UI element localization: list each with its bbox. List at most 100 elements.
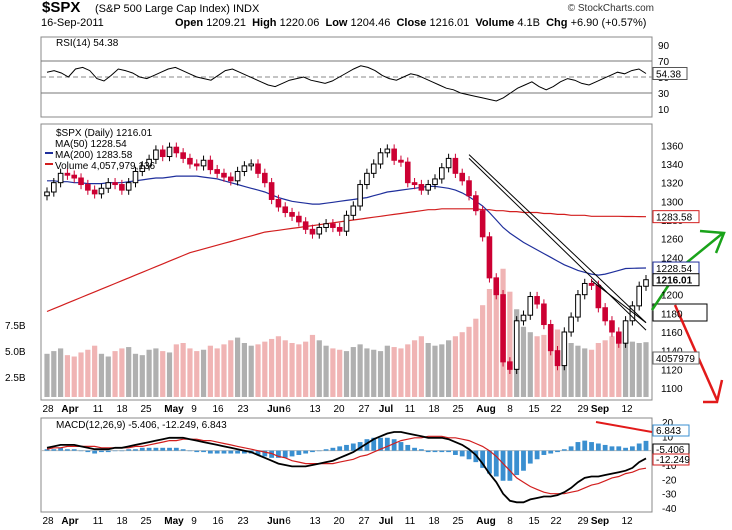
macd-histogram-bar (146, 447, 152, 451)
candle-body (268, 182, 275, 200)
candle-body (411, 182, 418, 186)
candle-body (459, 172, 466, 182)
macd-histogram-bar (282, 450, 288, 458)
price-tick-label: 1360 (661, 141, 684, 152)
index-name: (S&P 500 Large Cap Index) INDX (95, 3, 259, 15)
candle-body (64, 172, 71, 176)
volume-bar (643, 342, 649, 397)
volume-bar (343, 351, 350, 397)
macd-tick-label: -10 (662, 461, 677, 472)
volume-bar (364, 348, 370, 397)
candle-body (71, 174, 78, 179)
rsi-tick-label: 30 (658, 89, 670, 100)
breakout-box (652, 303, 708, 322)
volume-bar (296, 344, 302, 397)
rsi-line (46, 65, 647, 102)
volume-bar (350, 347, 356, 397)
candle-body (282, 206, 289, 214)
volume-bar (384, 345, 390, 397)
macd-histogram-bar (439, 450, 445, 453)
x-tick-label-bottom: Jun (267, 516, 285, 527)
price-legend-entry: Volume 4,057,979,136 (55, 161, 156, 172)
x-tick-label: 13 (309, 404, 321, 415)
rsi-value-label: 54.38 (656, 69, 681, 80)
macd-histogram-bar (228, 450, 234, 454)
macd-histogram-bar (194, 450, 200, 453)
volume-bar (446, 340, 452, 397)
price-tick-label: 1240 (661, 253, 684, 264)
candle-body (479, 210, 486, 238)
volume-bar (248, 345, 254, 397)
value-label-volume: 4057979 (656, 354, 695, 365)
candle-body (173, 146, 180, 154)
value-box-volume (652, 351, 700, 365)
x-tick-label: 8 (507, 404, 513, 415)
x-tick-label: 23 (237, 404, 249, 415)
low-value: 1204.46 (350, 17, 391, 29)
candle-body (193, 163, 200, 167)
macd-histogram-bar (201, 450, 206, 453)
index-full-name: (S&P 500 Large Cap Index) (95, 3, 230, 15)
volume-bar (337, 349, 343, 397)
volume-bar (269, 338, 275, 397)
volume-bar (548, 332, 554, 397)
x-tick-label-bottom: 25 (140, 516, 152, 527)
volume-bar (568, 343, 574, 397)
volume-bar (391, 347, 397, 397)
candle-body (486, 236, 493, 279)
volume-bar (357, 344, 363, 397)
x-tick-label-bottom: Aug (476, 516, 495, 527)
candle-body (432, 178, 438, 186)
low-label: Low (325, 17, 348, 29)
volume-bar (85, 349, 91, 397)
candle-body (473, 195, 479, 212)
candle-body (139, 165, 146, 172)
macd-histogram-bar (323, 449, 329, 451)
candle-body (493, 277, 500, 296)
candle-body (595, 284, 602, 309)
macd-histogram-bar (65, 449, 70, 451)
volume-bar (316, 340, 322, 397)
macd-histogram-bar (310, 450, 315, 453)
x-tick-label: 25 (140, 404, 152, 415)
volume-bar (330, 348, 336, 397)
macd-histogram-bar (595, 443, 601, 451)
volume-bar (582, 348, 588, 397)
macd-tick-label: -40 (662, 504, 677, 515)
candle-body (248, 163, 255, 167)
macd-value-label-macd: -5.406 (656, 445, 685, 456)
macd-histogram-bar (371, 437, 377, 451)
macd-histogram-bar (241, 450, 247, 454)
volume-bar (92, 345, 98, 397)
volume-bar (44, 353, 50, 397)
volume-bar (418, 336, 424, 397)
volume-bar (507, 291, 513, 397)
volume-bar (432, 345, 438, 397)
candle-body (200, 159, 207, 167)
volume-bar (411, 340, 418, 397)
macd-histogram-bar (357, 442, 363, 451)
chg-label: Chg (546, 17, 568, 29)
volume-bar (309, 334, 316, 397)
x-tick-label: 16 (212, 404, 224, 415)
macd-histogram-bar (139, 447, 145, 451)
x-tick-label: 18 (428, 404, 440, 415)
x-tick-label: 28 (42, 404, 54, 415)
x-tick-label-bottom: 6 (285, 516, 291, 527)
price-tick-label: 1200 (661, 291, 684, 302)
volume-bar (132, 353, 139, 397)
volume-bar (112, 351, 118, 397)
macd-histogram-bar (602, 444, 608, 451)
volume-bar (466, 326, 472, 397)
volume-bar (377, 351, 384, 397)
volume-bar (166, 352, 173, 397)
candle-body (602, 307, 608, 322)
candle-body (234, 170, 241, 182)
macd-histogram-bar (412, 447, 417, 451)
macd-histogram-bar (235, 450, 240, 454)
macd-histogram-bar (51, 449, 57, 451)
value-label-ma50: 1228.54 (656, 264, 693, 275)
macd-panel-frame (40, 417, 653, 513)
macd-histogram-bar (636, 443, 642, 451)
